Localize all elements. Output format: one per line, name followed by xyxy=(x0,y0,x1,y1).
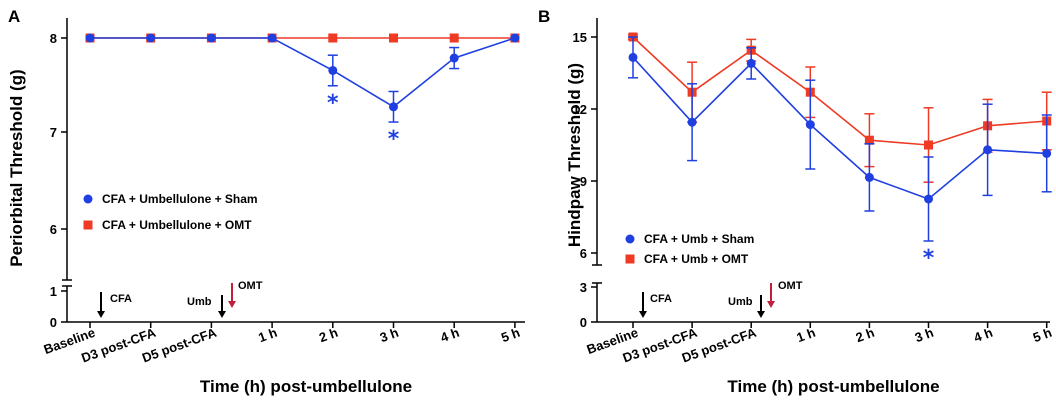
data-point xyxy=(628,52,638,62)
y-tick-label: 15 xyxy=(573,30,587,45)
event-label: OMT xyxy=(238,280,263,292)
x-category-label: 3 h xyxy=(913,325,936,346)
data-point xyxy=(449,33,459,43)
y-tick-label: 0 xyxy=(580,315,587,330)
legend-label: CFA + Umb + Sham xyxy=(644,232,754,246)
x-category-label: 1 h xyxy=(256,325,279,346)
x-category-label: 4 h xyxy=(438,325,461,346)
y-axis-title: Periorbital Threshold (g) xyxy=(7,69,26,266)
legend-marker xyxy=(83,220,93,230)
event-arrowhead xyxy=(757,311,765,318)
legend-marker xyxy=(625,254,635,264)
data-point xyxy=(864,172,874,182)
data-point xyxy=(1042,148,1052,158)
y-tick-label: 3 xyxy=(580,280,587,295)
x-category-label: 5 h xyxy=(499,325,522,346)
event-arrowhead xyxy=(97,311,105,318)
x-axis-title: Time (h) post-umbellulone xyxy=(200,377,412,396)
series-line xyxy=(90,37,516,108)
event-label: Umb xyxy=(187,296,212,308)
significance-star: * xyxy=(327,91,339,116)
significance-star: * xyxy=(923,246,935,271)
data-point xyxy=(389,102,398,112)
x-category-label: 3 h xyxy=(378,325,401,346)
y-tick-label: 12 xyxy=(573,102,587,117)
y-tick-label: 6 xyxy=(50,222,57,237)
event-label: Umb xyxy=(728,296,753,308)
x-axis-title: Time (h) post-umbellulone xyxy=(727,377,939,396)
y-tick-label: 0 xyxy=(50,315,57,330)
y-tick-label: 6 xyxy=(580,246,587,261)
y-tick-label: 9 xyxy=(580,174,587,189)
data-point xyxy=(746,58,756,68)
y-axis-title: Hindpaw Threshold (g) xyxy=(565,63,584,247)
event-arrowhead xyxy=(218,311,226,318)
data-point xyxy=(983,145,993,155)
series-sham xyxy=(85,33,520,123)
series-line xyxy=(632,56,1047,200)
data-point xyxy=(924,194,933,204)
legend-marker xyxy=(625,234,635,244)
significance-star: * xyxy=(388,127,400,152)
legend-label: CFA + Umbellulone + OMT xyxy=(102,218,252,232)
legend-label: CFA + Umbellulone + Sham xyxy=(102,192,258,206)
legend-label: CFA + Umb + OMT xyxy=(644,252,749,266)
data-point xyxy=(687,117,697,127)
data-point xyxy=(924,140,933,150)
event-label: OMT xyxy=(778,280,803,292)
legend-marker xyxy=(83,194,93,204)
event-arrowhead xyxy=(767,301,775,308)
x-category-label: 2 h xyxy=(317,325,340,346)
event-arrowhead xyxy=(228,301,236,308)
data-point xyxy=(510,33,520,43)
data-point xyxy=(267,33,277,43)
data-point xyxy=(85,33,95,43)
panel-label: B xyxy=(538,7,550,26)
x-category-label: 4 h xyxy=(972,325,995,346)
x-category-label: 2 h xyxy=(854,325,877,346)
data-point xyxy=(206,33,216,43)
data-point xyxy=(389,33,398,43)
series-sham xyxy=(628,36,1052,242)
x-category-label: 1 h xyxy=(795,325,818,346)
y-tick-label: 1 xyxy=(50,284,57,299)
data-point xyxy=(805,120,815,130)
data-point xyxy=(328,65,338,75)
y-tick-label: 8 xyxy=(50,31,57,46)
event-label: CFA xyxy=(650,293,672,305)
data-point xyxy=(449,53,459,63)
series-line xyxy=(632,36,1047,146)
data-point xyxy=(328,33,338,43)
event-label: CFA xyxy=(110,293,132,305)
y-tick-label: 7 xyxy=(50,125,57,140)
data-point xyxy=(864,135,874,145)
event-arrowhead xyxy=(639,311,647,318)
panel-label: A xyxy=(8,7,20,26)
x-category-label: 5 h xyxy=(1031,325,1054,346)
data-point xyxy=(146,33,156,43)
